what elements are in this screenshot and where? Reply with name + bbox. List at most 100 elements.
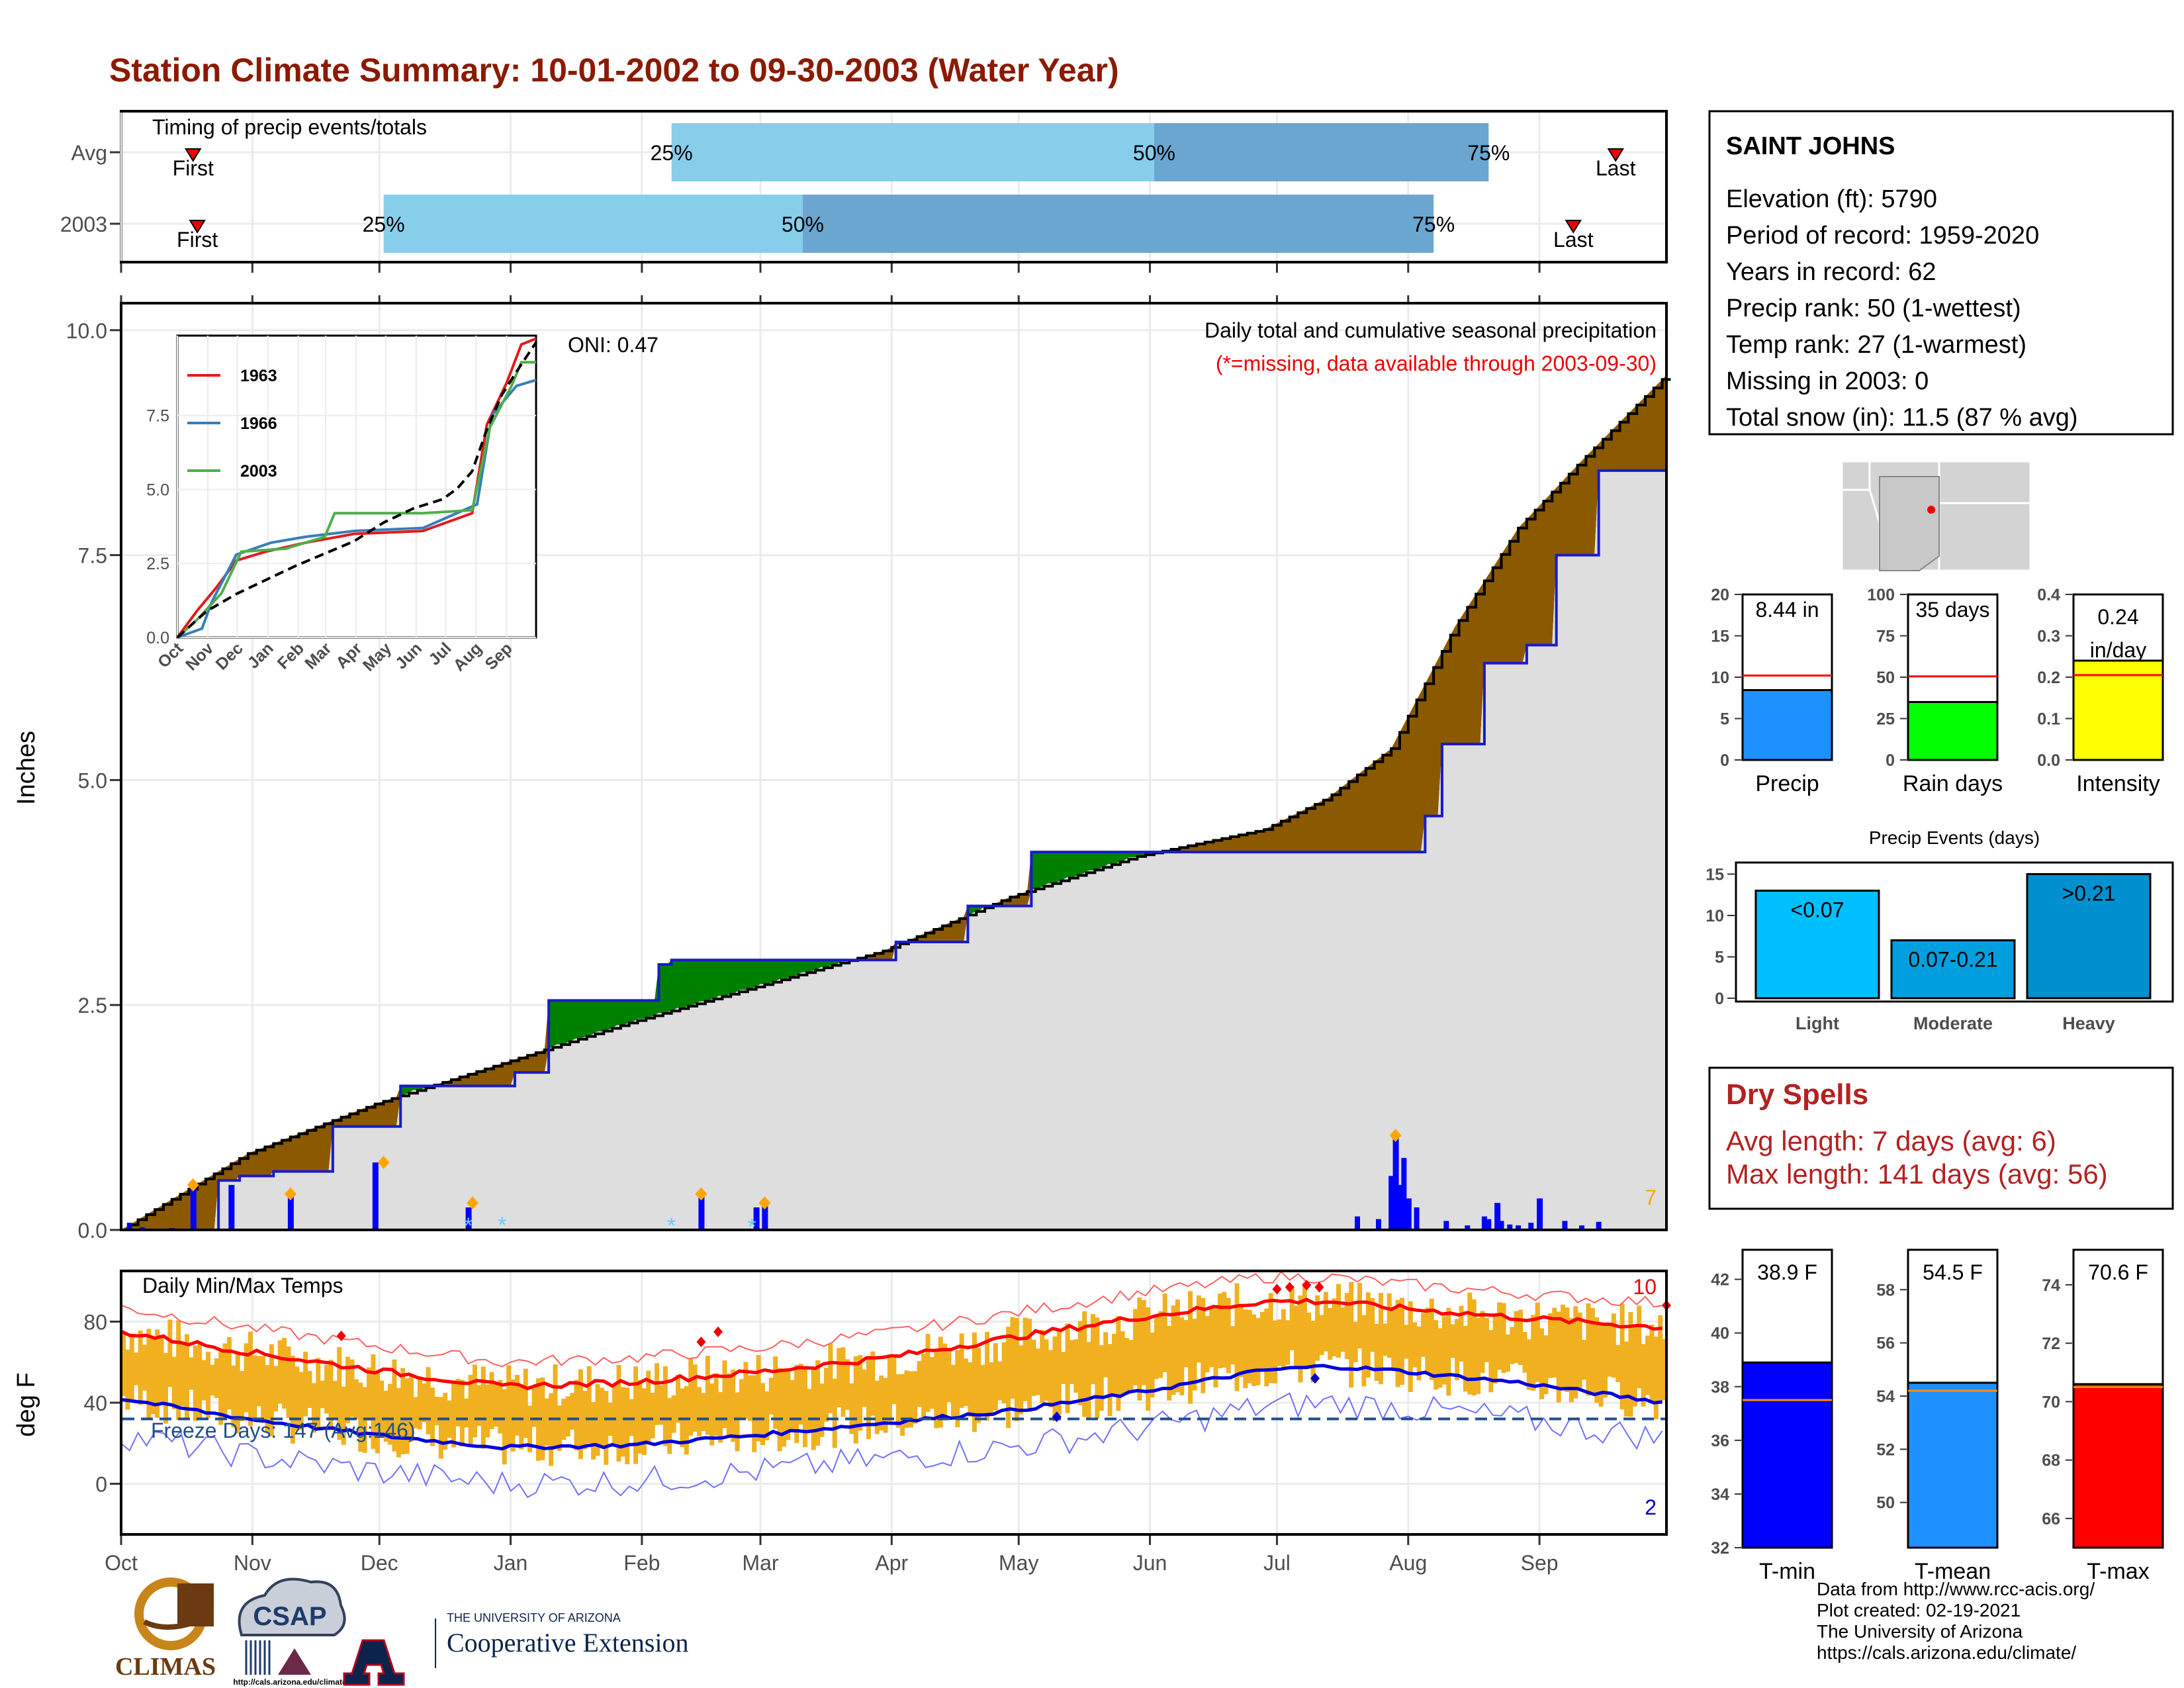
daily-temp-bar: [1179, 1317, 1185, 1395]
daily-temp-bar: [1065, 1323, 1070, 1413]
dry-spells-avg: Avg length: 7 days (avg: 6): [1726, 1125, 2056, 1156]
daily-temp-bar: [760, 1383, 765, 1446]
daily-temp-bar: [1611, 1313, 1616, 1378]
daily-temp-bar: [731, 1369, 736, 1442]
daily-temp-bar: [146, 1329, 152, 1420]
daily-temp-bar: [1323, 1291, 1328, 1352]
daily-temp-bar: [240, 1370, 245, 1421]
temp-y-tick: 52: [1876, 1440, 1895, 1459]
daily-temp-bar: [815, 1360, 821, 1446]
daily-temp-bar: [616, 1365, 621, 1462]
daily-temp-bar: [417, 1378, 422, 1430]
daily-temp-bar: [570, 1393, 575, 1430]
daily-temp-bar: [895, 1374, 901, 1428]
dry-spells-title: Dry Spells: [1726, 1078, 1868, 1111]
daily-temp-bar: [1391, 1309, 1396, 1369]
daily-temp-bar: [248, 1331, 253, 1427]
daily-temp-bar: [286, 1346, 291, 1419]
daily-temp-bar: [1332, 1298, 1337, 1356]
daily-temp-bar: [1662, 1338, 1667, 1401]
daily-temp-bar: [1349, 1282, 1354, 1388]
climas-wordmark: CLIMAS: [115, 1653, 216, 1681]
daily-temp-bar: [1128, 1340, 1134, 1391]
daily-temp-bar: [1425, 1307, 1430, 1373]
daily-temp-bar: [201, 1360, 206, 1401]
daily-temp-bar: [1586, 1303, 1591, 1396]
daily-temp-bar: [210, 1364, 215, 1396]
daily-temp-bar: [1230, 1326, 1236, 1365]
below-average-area: [908, 906, 968, 943]
event-bar-text: <0.07: [1791, 898, 1844, 922]
daily-temp-bar: [472, 1364, 477, 1438]
daily-temp-bar: [519, 1385, 524, 1450]
daily-temp-bar: [1336, 1284, 1342, 1358]
daily-precip-bar: [1494, 1203, 1501, 1230]
daily-temp-bar: [1459, 1305, 1464, 1362]
daily-temp-bar: [684, 1385, 689, 1455]
daily-temp-bar: [298, 1372, 304, 1430]
timing-marker: [1607, 148, 1625, 162]
daily-temp-bar: [752, 1375, 757, 1452]
temp-bar-label: T-min: [1759, 1559, 1815, 1584]
daily-temp-bar: [1213, 1305, 1218, 1388]
daily-temp-bar: [1505, 1334, 1510, 1372]
daily-temp-bar: [862, 1369, 867, 1407]
daily-temp-bar: [1573, 1306, 1578, 1399]
daily-temp-bar: [1205, 1315, 1210, 1373]
daily-temp-bar: [1603, 1323, 1608, 1398]
timing-title: Timing of precip events/totals: [152, 115, 427, 139]
daily-precip-bar: [190, 1185, 197, 1230]
daily-temp-bar: [1535, 1302, 1540, 1382]
inset-average-line: [176, 341, 537, 639]
oni-label: ONI: 0.47: [568, 333, 659, 357]
daily-temp-bar: [1539, 1328, 1545, 1399]
event-bar: [1890, 939, 2016, 1000]
dry-spells-max: Max length: 141 days (avg: 56): [1726, 1158, 2108, 1190]
daily-temp-bar: [1259, 1311, 1265, 1372]
daily-temp-bar: [349, 1359, 355, 1417]
daily-temp-bar: [371, 1354, 376, 1449]
daily-temp-bar: [1446, 1307, 1451, 1396]
daily-precip-bar: [1537, 1198, 1543, 1230]
daily-temp-bar: [184, 1334, 189, 1418]
temp-title: Daily Min/Max Temps: [142, 1274, 343, 1297]
daily-precip-bar: [1562, 1221, 1568, 1230]
daily-temp-bar: [561, 1398, 567, 1440]
daily-temp-bar: [506, 1365, 512, 1445]
inset-y-tick: 7.5: [146, 407, 169, 426]
daily-temp-bar: [1383, 1323, 1388, 1356]
record-high-marker: [696, 1336, 706, 1348]
daily-temp-bar: [828, 1343, 833, 1413]
arizona-outline: [1879, 476, 1940, 571]
daily-temp-bar: [328, 1360, 334, 1430]
right-panels: SAINT JOHNS Elevation (ft): 5790 Period of…: [1706, 110, 2174, 1584]
daily-temp-bar: [1077, 1321, 1083, 1405]
daily-temp-bar: [125, 1349, 130, 1410]
daily-temp-bar: [646, 1370, 651, 1444]
month-label: Jun: [1133, 1551, 1167, 1575]
daily-temp-bar: [214, 1358, 219, 1398]
temp-bar-value: 38.9 F: [1757, 1260, 1817, 1284]
daily-temp-bar: [493, 1383, 498, 1427]
daily-temp-bar: [701, 1393, 706, 1431]
below-average-area: [1162, 375, 1666, 853]
daily-temp-bar: [1162, 1293, 1167, 1372]
daily-temp-bar: [1645, 1335, 1651, 1395]
daily-temp-bar: [1171, 1305, 1176, 1395]
dry-spells-box: [1708, 1066, 2174, 1210]
daily-temp-bar: [1069, 1340, 1074, 1384]
daily-temp-bar: [311, 1383, 316, 1433]
daily-temp-bar: [447, 1400, 452, 1438]
daily-temp-bar: [1526, 1339, 1531, 1390]
daily-temp-bar: [527, 1405, 533, 1452]
station-info-line: Precip rank: 50 (1-wettest): [1726, 295, 2021, 322]
daily-precip-bar: [1465, 1225, 1471, 1230]
summary-bar: [2072, 659, 2164, 761]
below-average-area: [993, 852, 1032, 906]
daily-temp-bar: [641, 1388, 647, 1456]
daily-temp-bar: [489, 1372, 494, 1430]
daily-temp-bar: [540, 1377, 545, 1460]
daily-precip-bar: [287, 1194, 294, 1230]
daily-temp-bar: [459, 1380, 465, 1447]
